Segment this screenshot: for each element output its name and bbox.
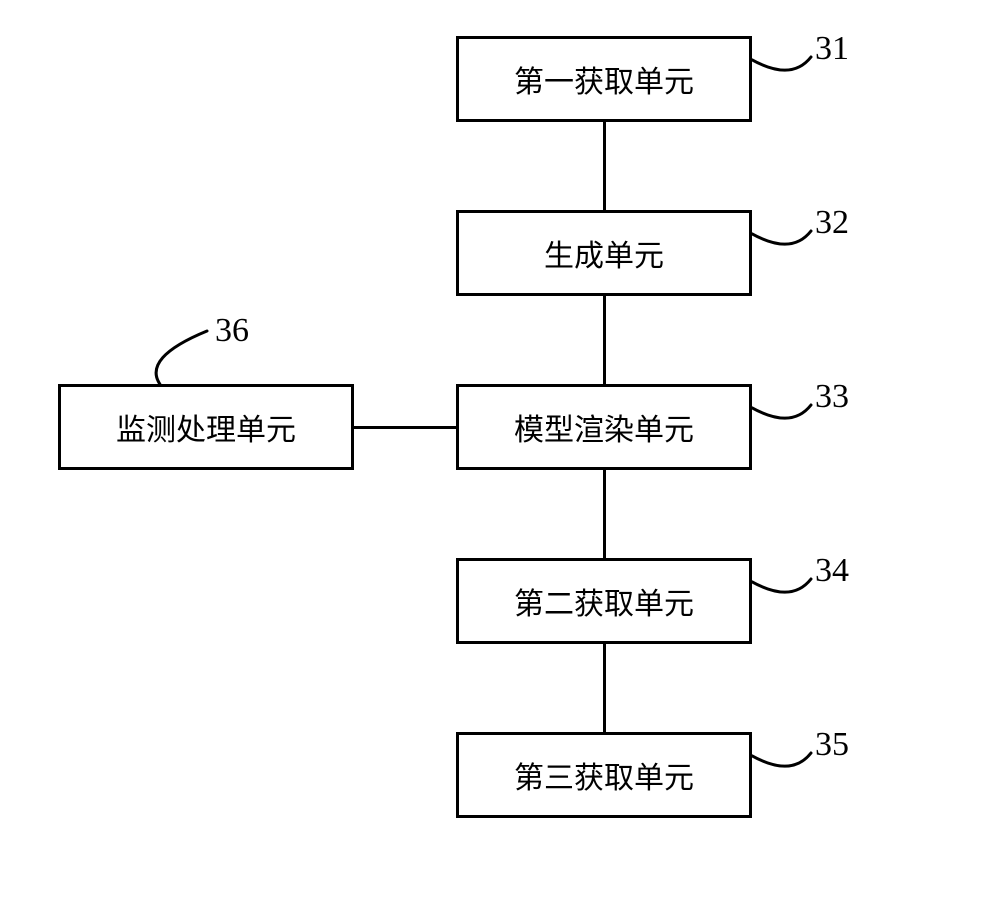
flowchart-node-label: 监测处理单元 (116, 405, 296, 449)
leader-curve (748, 53, 815, 86)
flowchart-edge (603, 296, 606, 384)
flowchart-node-number: 32 (815, 204, 849, 242)
flowchart-node-n34: 第二获取单元 (456, 558, 752, 644)
flowchart-edge (603, 122, 606, 210)
flowchart-node-label: 生成单元 (544, 231, 664, 275)
flowchart-node-number: 31 (815, 30, 849, 68)
flowchart-node-number: 36 (215, 312, 249, 350)
flowchart-node-label: 模型渲染单元 (514, 405, 694, 449)
flowchart-node-number: 33 (815, 378, 849, 416)
leader-curve (138, 327, 211, 388)
flowchart-node-n31: 第一获取单元 (456, 36, 752, 122)
flowchart-edge (603, 470, 606, 558)
leader-curve (748, 575, 815, 608)
flowchart-node-number: 35 (815, 726, 849, 764)
flowchart-edge (354, 426, 456, 429)
leader-curve (748, 227, 815, 260)
flowchart-edge (603, 644, 606, 732)
flowchart-node-label: 第三获取单元 (514, 753, 694, 797)
flowchart-node-number: 34 (815, 552, 849, 590)
flowchart-node-n36: 监测处理单元 (58, 384, 354, 470)
flowchart-node-n33: 模型渲染单元 (456, 384, 752, 470)
flowchart-node-label: 第二获取单元 (514, 579, 694, 623)
flowchart-node-n32: 生成单元 (456, 210, 752, 296)
leader-curve (748, 401, 815, 434)
flowchart-node-n35: 第三获取单元 (456, 732, 752, 818)
flowchart-node-label: 第一获取单元 (514, 57, 694, 101)
leader-curve (748, 749, 815, 782)
